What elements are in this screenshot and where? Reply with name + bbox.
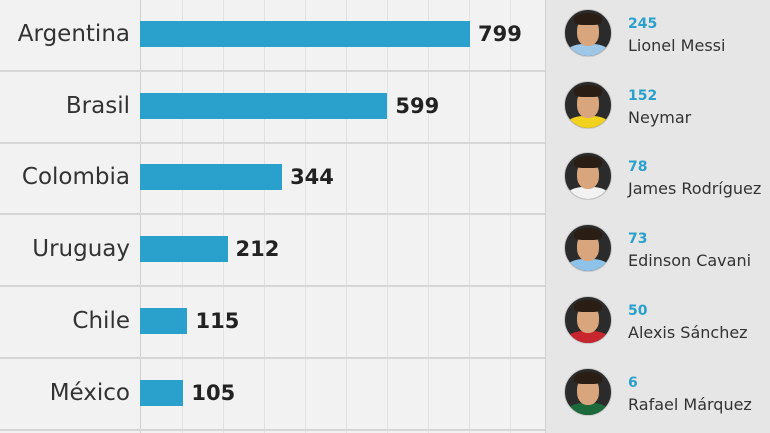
player-avatar xyxy=(564,224,612,272)
player-hair xyxy=(574,228,602,240)
player-avatar xyxy=(564,152,612,200)
value-label: 344 xyxy=(290,165,334,189)
player-face xyxy=(577,161,599,189)
row-separator xyxy=(0,285,545,287)
player-face xyxy=(577,233,599,261)
row-separator xyxy=(0,429,545,431)
player-face xyxy=(577,305,599,333)
player-shirt xyxy=(567,403,609,415)
player-face xyxy=(577,90,599,118)
player-goals: 152 xyxy=(628,88,658,104)
player-face xyxy=(577,377,599,405)
player-hair xyxy=(574,85,602,97)
player-panel: 245 Lionel Messi 152 Neymar 78 James Rodrígue… xyxy=(545,0,770,433)
player-goals: 78 xyxy=(628,159,648,175)
player-goals: 245 xyxy=(628,16,658,32)
player-avatar xyxy=(564,9,612,57)
grid-line xyxy=(305,0,306,433)
row-separator xyxy=(0,70,545,72)
player-name: Edinson Cavani xyxy=(628,251,752,270)
player-goals: 73 xyxy=(628,231,648,247)
grid-line xyxy=(264,0,265,433)
grid-line xyxy=(346,0,347,433)
category-label: Argentina xyxy=(17,21,130,47)
player-name: Neymar xyxy=(628,108,692,127)
value-label: 105 xyxy=(191,381,236,405)
grid-line xyxy=(182,0,183,433)
player-hair xyxy=(574,13,602,25)
player-name: Lionel Messi xyxy=(628,36,726,55)
bar xyxy=(140,308,188,334)
player-name: Rafael Márquez xyxy=(628,395,752,414)
bar xyxy=(140,236,228,262)
player-shirt xyxy=(567,259,609,271)
value-label: 599 xyxy=(395,94,440,118)
player-shirt xyxy=(567,187,609,199)
player-shirt xyxy=(567,116,609,128)
category-label: Colombia xyxy=(21,164,130,190)
grid-line xyxy=(510,0,511,433)
grid-line xyxy=(428,0,429,433)
player-avatar xyxy=(564,81,612,129)
category-label: Brasil xyxy=(65,93,130,119)
bar xyxy=(140,380,184,406)
grid-line xyxy=(223,0,224,433)
row-separator xyxy=(0,142,545,144)
grid-line xyxy=(387,0,388,433)
bar xyxy=(140,21,470,47)
player-shirt xyxy=(567,331,609,343)
value-label: 799 xyxy=(478,22,522,46)
bar xyxy=(140,164,283,190)
player-goals: 50 xyxy=(628,303,648,319)
grid-line xyxy=(469,0,470,433)
player-goals: 6 xyxy=(628,375,638,391)
row-separator xyxy=(0,357,545,359)
axis-line xyxy=(140,0,141,433)
player-shirt xyxy=(567,44,609,56)
category-label: Uruguay xyxy=(32,236,130,262)
value-label: 212 xyxy=(235,237,280,261)
player-avatar xyxy=(564,296,612,344)
category-label: Chile xyxy=(72,308,130,334)
row-separator xyxy=(0,213,545,215)
category-label: México xyxy=(49,380,130,406)
player-name: Alexis Sánchez xyxy=(628,323,748,342)
value-label: 115 xyxy=(195,309,240,333)
player-face xyxy=(577,18,599,46)
player-hair xyxy=(574,372,602,384)
player-hair xyxy=(574,300,602,312)
player-avatar xyxy=(564,368,612,416)
bar xyxy=(140,93,388,119)
player-name: James Rodríguez xyxy=(628,179,762,198)
player-hair xyxy=(574,156,602,168)
